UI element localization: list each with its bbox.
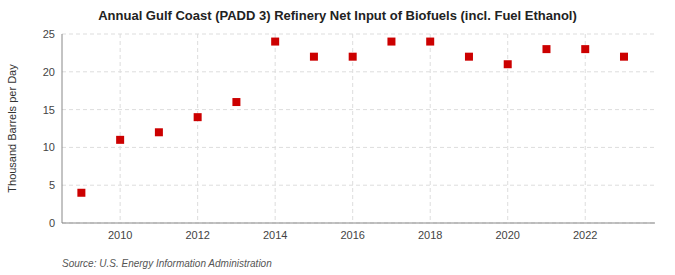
y-axis-line xyxy=(62,34,63,223)
point xyxy=(232,98,240,106)
grid xyxy=(62,34,655,223)
point xyxy=(504,60,512,68)
grid-line-x xyxy=(352,34,353,223)
grid-line-x xyxy=(275,34,276,223)
point xyxy=(77,189,85,197)
x-tick-label: 2010 xyxy=(108,229,132,241)
x-tick-label: 2018 xyxy=(418,229,442,241)
x-tick-label: 2022 xyxy=(573,229,597,241)
chart-container: Annual Gulf Coast (PADD 3) Refinery Net … xyxy=(0,0,675,275)
y-tick-label: 5 xyxy=(49,179,55,191)
grid-line-x xyxy=(197,34,198,223)
grid-line-y xyxy=(62,185,655,186)
source-note: Source: U.S. Energy Information Administ… xyxy=(62,258,272,269)
y-tick-label: 20 xyxy=(43,66,55,78)
title: Annual Gulf Coast (PADD 3) Refinery Net … xyxy=(98,8,577,23)
grid-line-y xyxy=(62,109,655,110)
point xyxy=(542,45,550,53)
points xyxy=(77,38,628,197)
point xyxy=(310,53,318,61)
point xyxy=(116,136,124,144)
grid-line-y xyxy=(62,147,655,148)
point xyxy=(271,38,279,46)
x-axis-line xyxy=(62,223,655,224)
grid-line-x xyxy=(430,34,431,223)
y-tick-label: 0 xyxy=(49,217,55,229)
y-axis-label: Thousand Barrels per Day xyxy=(6,64,18,193)
grid-line-x xyxy=(120,34,121,223)
y-tick-label: 10 xyxy=(43,141,55,153)
chart-svg: Annual Gulf Coast (PADD 3) Refinery Net … xyxy=(0,0,675,275)
y-tick-label: 25 xyxy=(43,28,55,40)
point xyxy=(155,128,163,136)
point xyxy=(465,53,473,61)
point xyxy=(620,53,628,61)
point xyxy=(194,113,202,121)
x-tick-label: 2020 xyxy=(495,229,519,241)
x-tick-label: 2014 xyxy=(263,229,287,241)
grid-line-y xyxy=(62,223,655,224)
x-tick-label: 2016 xyxy=(340,229,364,241)
grid-line-x xyxy=(585,34,586,223)
point xyxy=(387,38,395,46)
grid-line-y xyxy=(62,71,655,72)
y-tick-label: 15 xyxy=(43,104,55,116)
point xyxy=(349,53,357,61)
point xyxy=(426,38,434,46)
grid-line-y xyxy=(62,34,655,35)
x-tick-label: 2012 xyxy=(185,229,209,241)
point xyxy=(581,45,589,53)
